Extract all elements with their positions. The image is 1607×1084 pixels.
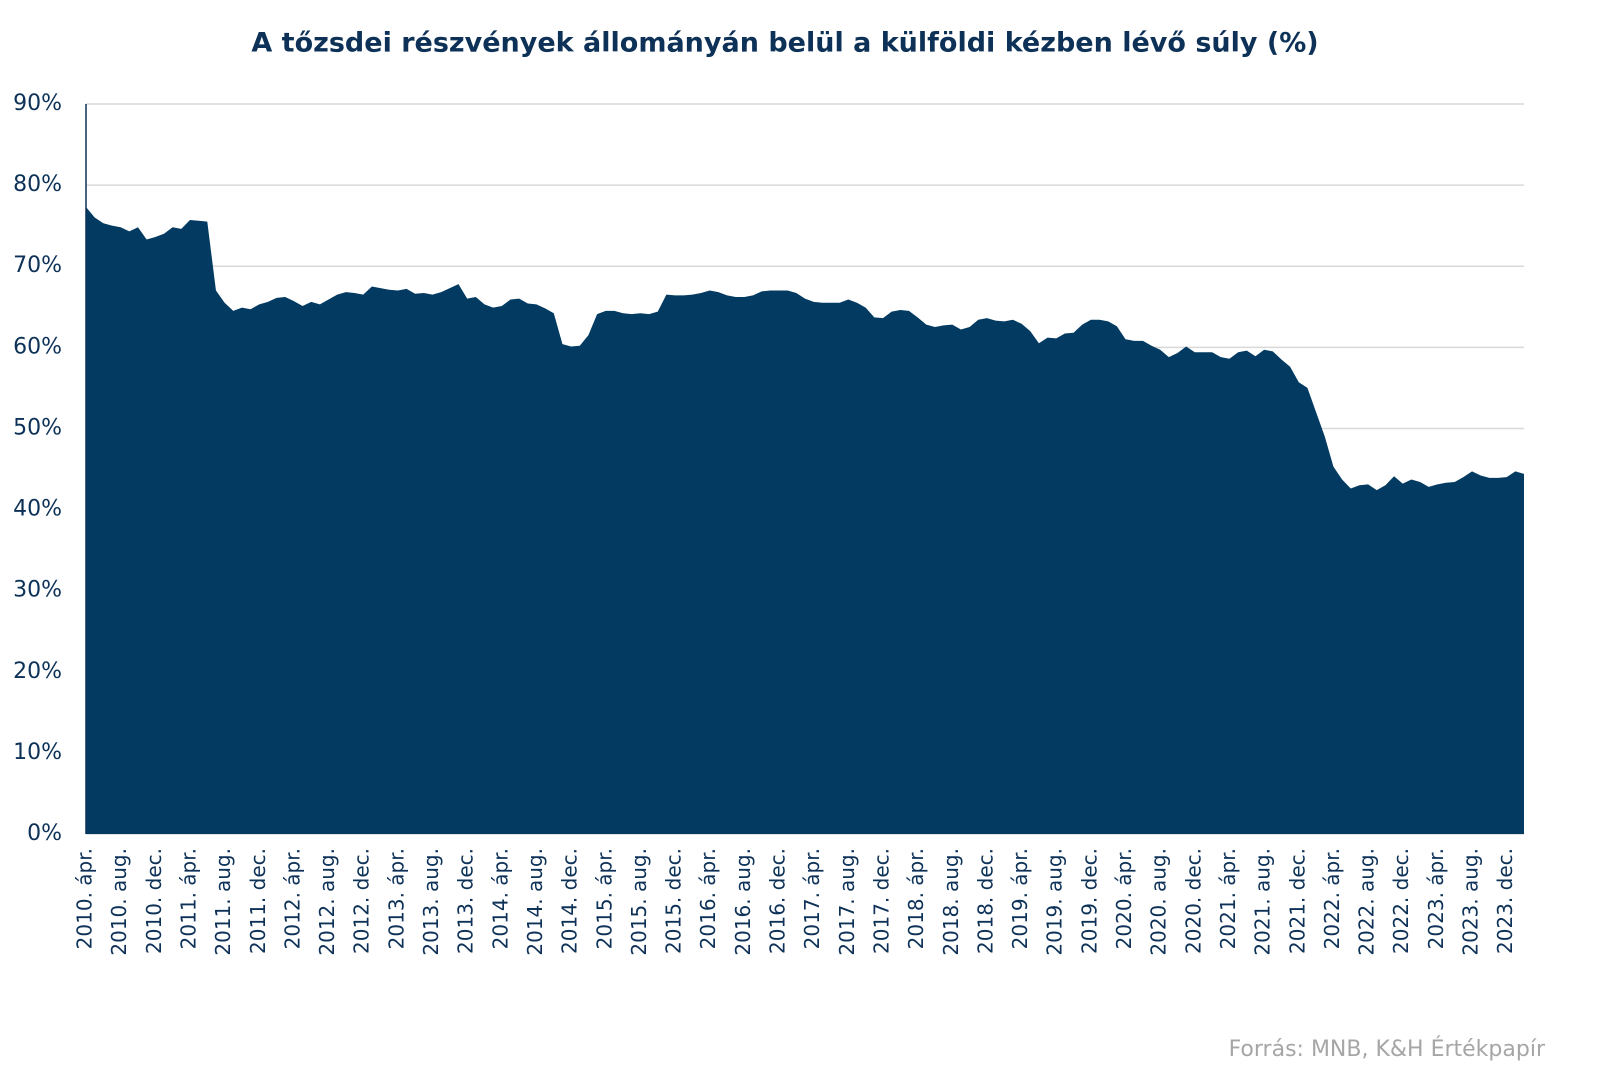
x-tick-label: 2014. dec. (558, 848, 582, 954)
y-tick-label: 90% (13, 91, 62, 116)
x-tick-label: 2021. aug. (1251, 848, 1275, 956)
x-tick-label: 2020. aug. (1147, 848, 1171, 956)
x-tick-label: 2016. dec. (766, 848, 790, 954)
x-tick-label: 2015. aug. (627, 848, 651, 956)
x-tick-label: 2018. ápr. (904, 848, 928, 949)
x-tick-label: 2023. dec. (1493, 848, 1517, 954)
y-tick-label: 70% (13, 253, 62, 278)
x-tick-label: 2021. ápr. (1216, 848, 1240, 949)
y-tick-label: 40% (13, 497, 62, 522)
x-tick-label: 2019. aug. (1043, 848, 1067, 956)
y-tick-label: 10% (13, 740, 62, 765)
x-tick-label: 2013. aug. (419, 848, 443, 956)
x-tick-label: 2017. dec. (869, 848, 893, 954)
x-tick-label: 2011. aug. (211, 848, 235, 956)
y-tick-label: 80% (13, 172, 62, 197)
x-tick-label: 2014. ápr. (488, 848, 512, 949)
x-tick-label: 2020. ápr. (1112, 848, 1136, 949)
x-tick-label: 2010. ápr. (73, 848, 97, 949)
x-tick-label: 2018. dec. (973, 848, 997, 954)
chart-title: A tőzsdei részvények állományán belül a … (251, 28, 1318, 59)
x-tick-label: 2015. dec. (662, 848, 686, 954)
x-tick-label: 2023. ápr. (1424, 848, 1448, 949)
y-tick-label: 20% (13, 659, 62, 684)
y-tick-label: 60% (13, 334, 62, 359)
source-note: Forrás: MNB, K&H Értékpapír (1229, 1036, 1546, 1062)
x-tick-label: 2013. dec. (454, 848, 478, 954)
x-tick-label: 2021. dec. (1285, 848, 1309, 954)
x-tick-label: 2014. aug. (523, 848, 547, 956)
y-tick-label: 30% (13, 578, 62, 603)
x-tick-label: 2017. ápr. (800, 848, 824, 949)
x-tick-label: 2022. ápr. (1320, 848, 1344, 949)
x-tick-label: 2019. dec. (1077, 848, 1101, 954)
x-tick-label: 2019. ápr. (1008, 848, 1032, 949)
area (86, 207, 1524, 834)
x-tick-label: 2020. dec. (1181, 848, 1205, 954)
x-tick-label: 2023. aug. (1459, 848, 1483, 956)
y-tick-label: 0% (27, 821, 62, 846)
x-tick-label: 2016. aug. (731, 848, 755, 956)
x-tick-label: 2013. ápr. (384, 848, 408, 949)
x-tick-label: 2010. dec. (142, 848, 166, 954)
y-tick-label: 50% (13, 415, 62, 440)
x-tick-label: 2012. aug. (315, 848, 339, 956)
x-tick-label: 2010. aug. (107, 848, 131, 956)
x-tick-label: 2022. dec. (1389, 848, 1413, 954)
x-tick-label: 2012. dec. (350, 848, 374, 954)
x-tick-label: 2018. aug. (939, 848, 963, 956)
x-tick-label: 2017. aug. (835, 848, 859, 956)
x-tick-label: 2015. ápr. (592, 848, 616, 949)
x-tick-label: 2011. dec. (246, 848, 270, 954)
x-tick-label: 2012. ápr. (280, 848, 304, 949)
x-tick-label: 2011. ápr. (176, 848, 200, 949)
x-tick-label: 2022. aug. (1355, 848, 1379, 956)
x-tick-label: 2016. ápr. (696, 848, 720, 949)
